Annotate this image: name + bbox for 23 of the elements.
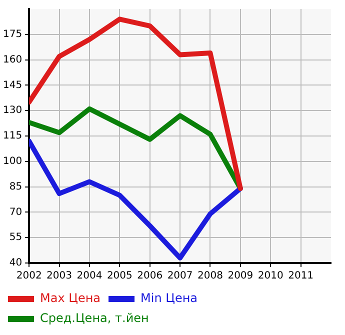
y-tick-label: 100 <box>2 156 22 167</box>
x-tick-label: 2005 <box>106 270 132 282</box>
x-tick-label: 2006 <box>137 270 163 282</box>
x-tick-label: 2007 <box>167 270 193 282</box>
y-tick-label: 130 <box>2 105 22 116</box>
x-tick-label: 2002 <box>16 270 42 282</box>
y-tick-label: 40 <box>9 258 22 269</box>
x-tick-label: 2004 <box>76 270 102 282</box>
legend-label: Сред.Цена, т.йен <box>40 311 149 326</box>
x-tick-label: 2010 <box>258 270 284 282</box>
y-tick-label: 175 <box>2 28 22 40</box>
legend-label: Min Цена <box>140 291 198 306</box>
y-tick-label: 70 <box>9 206 22 218</box>
y-tick-label: 160 <box>2 54 22 66</box>
y-tick-label: 115 <box>2 130 22 142</box>
x-tick-label: 2003 <box>46 270 72 282</box>
x-tick-label: 2011 <box>288 270 314 282</box>
x-tick-label: 2009 <box>228 270 254 282</box>
y-tick-label: 85 <box>9 181 22 192</box>
legend-label: Max Цена <box>40 291 101 306</box>
y-tick-label: 55 <box>9 232 22 244</box>
y-tick-label: 145 <box>2 80 22 91</box>
x-tick-label: 2008 <box>198 270 223 282</box>
